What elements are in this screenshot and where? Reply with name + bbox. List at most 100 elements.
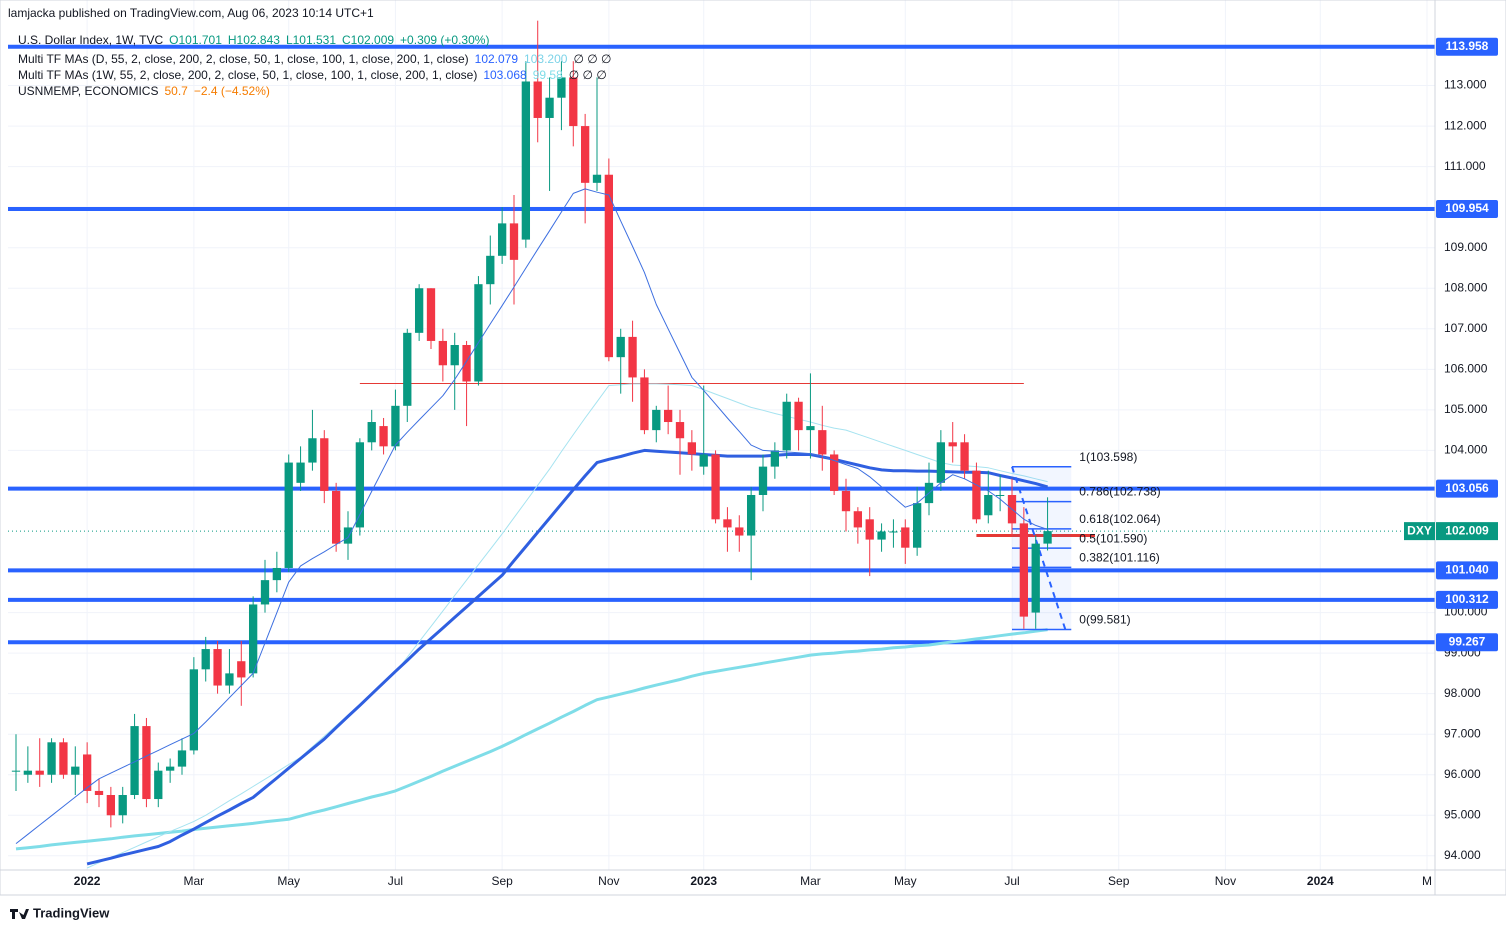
candle-body [972,470,981,520]
candle-body [367,422,376,443]
candle-body [165,766,175,771]
candle-body [628,336,637,378]
ma-line [15,188,1048,844]
candle-body [177,750,187,767]
candle-body [379,426,388,447]
level-label-box [1436,633,1498,652]
x-tick-label: 2022 [74,874,101,888]
candle-body [640,377,649,431]
x-tick-label: Jul [388,874,403,888]
candle-body [794,401,803,431]
candle-body [260,580,270,605]
last-price-box [1436,522,1498,541]
candle-body [889,531,898,533]
candle-body [403,332,412,406]
legend-text: 103.068 [483,68,527,82]
candle-body [47,742,56,775]
legend-text: O101.701 [169,33,222,47]
candle-body [995,495,1005,496]
candle-body [296,462,305,483]
candle-body [106,795,116,816]
candle-body [829,454,839,491]
x-tick-label: 2023 [690,874,717,888]
legend-text: −2.4 (−4.52%) [194,84,270,98]
candle-body [23,770,33,775]
fib-label: 0.5(101.590) [1079,531,1147,545]
candle-body [391,405,400,447]
candle-body [35,770,44,775]
candle-body [142,726,151,800]
legend-text: U.S. Dollar Index, 1W, TVC [18,33,163,47]
candle-body [580,126,590,183]
symbol-box [1404,522,1435,541]
candle-body [758,466,768,495]
candle-body [474,284,483,382]
candle-body [272,567,282,581]
candle-body [948,442,957,447]
candle-body [1019,523,1029,617]
x-tick-label: Mar [184,874,205,888]
legend-text: +0.309 (+0.30%) [400,33,489,47]
candle-body [94,790,104,795]
symbol-label: DXY [1407,523,1432,537]
candle-body [355,442,365,528]
level-label: 101.040 [1445,563,1489,577]
candle-body [687,442,697,455]
legend-text: 50.7 [164,84,188,98]
candle-body [818,430,827,455]
candle-body [533,81,542,118]
candle-body [1043,531,1052,544]
candle-body [912,503,922,548]
candle-body [770,450,780,467]
legend-text: ∅ ∅ ∅ [569,68,607,82]
candle-body [320,438,329,491]
legend-text: 102.079 [475,52,519,66]
candle-body [225,673,234,686]
legend-text: H102.843 [228,33,280,47]
ma-line [15,628,1048,851]
legend-text: L101.531 [286,33,336,47]
candle-body [865,519,874,540]
fib-label: 0.382(101.116) [1079,550,1160,564]
y-tick-label: 97.000 [1444,726,1481,740]
header: lamjacka published on TradingView.com, A… [8,6,374,20]
candle-body [1031,543,1040,613]
candle-body [569,77,578,127]
y-tick-label: 106.000 [1444,361,1488,375]
x-tick-label: May [277,874,300,888]
candle-body [782,401,791,451]
y-tick-label: 94.000 [1444,848,1481,862]
candle-body [130,726,139,795]
level-label: 103.056 [1445,481,1489,495]
candle-body [592,174,602,183]
y-tick-label: 104.000 [1444,443,1488,457]
level-label: 99.267 [1449,634,1486,648]
candle-body [841,490,851,512]
x-tick-label: Nov [1215,874,1236,888]
candle-body [960,442,969,471]
y-tick-label: 111.000 [1444,159,1486,173]
candle-body [663,409,673,423]
candle-body [462,345,471,382]
level-label-box [1436,37,1498,56]
y-tick-label: 112.000 [1444,118,1487,132]
candle-body [806,426,815,431]
candle-body [497,223,507,256]
level-label: 100.312 [1445,592,1489,606]
legend-text: Multi TF MAs (D, 55, 2, close, 200, 2, c… [18,52,469,66]
legend-text: Multi TF MAs (1W, 55, 2, close, 200, 2, … [18,68,477,82]
candle-body [545,97,554,118]
x-tick-label: 2024 [1307,874,1334,888]
legend-text: 99.58 [533,68,563,82]
candle-body [450,345,459,366]
ma-line [86,383,1048,869]
candle-body [901,527,910,548]
candle-body [604,174,614,358]
y-tick-label: 108.000 [1444,280,1488,294]
y-tick-label: 113.000 [1444,78,1487,92]
candle-body [414,288,424,333]
y-tick-label: 96.000 [1444,767,1481,781]
level-label: 113.958 [1446,39,1489,53]
candle-body [711,454,720,520]
